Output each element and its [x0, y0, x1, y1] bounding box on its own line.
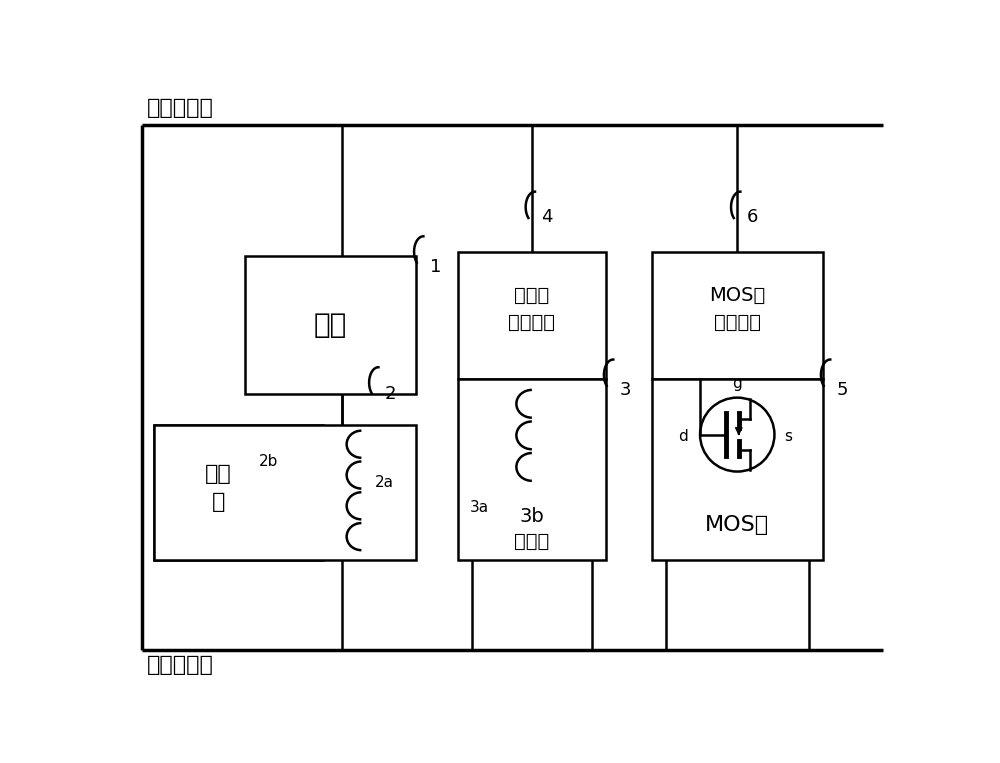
Bar	[458, 252, 606, 378]
Bar	[154, 425, 416, 560]
Text: g: g	[732, 376, 742, 391]
Text: 负载: 负载	[314, 311, 347, 339]
Text: 接触
器: 接触 器	[205, 465, 232, 513]
Text: MOS管
驱动电路: MOS管 驱动电路	[709, 286, 765, 332]
Text: 2b: 2b	[259, 454, 278, 469]
Text: d: d	[678, 429, 688, 443]
Text: MOS管: MOS管	[705, 515, 769, 535]
Text: 2a: 2a	[375, 475, 394, 490]
Text: 2: 2	[385, 385, 396, 403]
Bar	[458, 378, 606, 560]
Text: 外接电源－: 外接电源－	[147, 655, 214, 675]
Text: 4: 4	[541, 208, 553, 226]
Text: 1: 1	[430, 258, 441, 276]
Bar	[245, 256, 416, 394]
Text: 外接电源＋: 外接电源＋	[147, 98, 214, 118]
Text: 3b
继电器: 3b 继电器	[514, 507, 550, 551]
Text: 继电器
驱动电路: 继电器 驱动电路	[508, 286, 555, 332]
Bar	[652, 378, 822, 560]
Text: s: s	[784, 429, 792, 443]
Text: 5: 5	[836, 382, 848, 399]
Text: 6: 6	[747, 208, 758, 226]
Bar	[652, 252, 822, 378]
Bar	[154, 425, 323, 560]
Text: 3a: 3a	[470, 500, 489, 515]
Text: 3: 3	[619, 382, 631, 399]
